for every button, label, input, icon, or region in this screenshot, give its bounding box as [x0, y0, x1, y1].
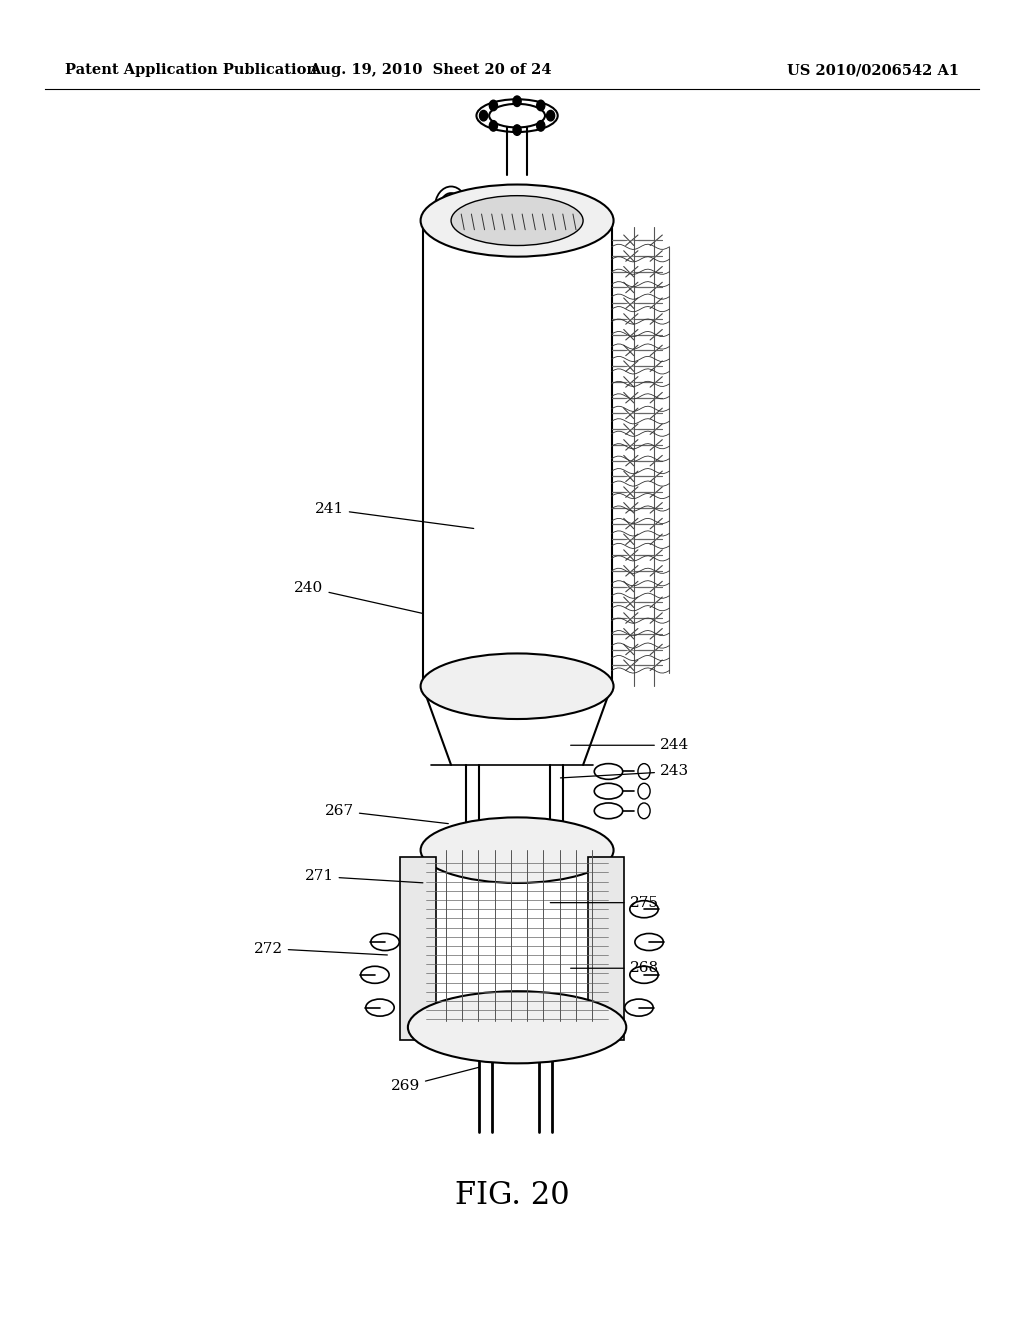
- Ellipse shape: [594, 803, 623, 818]
- Ellipse shape: [371, 933, 399, 950]
- Ellipse shape: [421, 817, 613, 883]
- Ellipse shape: [408, 991, 627, 1064]
- Ellipse shape: [440, 193, 462, 222]
- Text: 271: 271: [304, 870, 423, 883]
- Circle shape: [547, 111, 555, 121]
- Circle shape: [537, 120, 545, 131]
- Ellipse shape: [421, 185, 613, 256]
- Text: 268: 268: [570, 961, 658, 975]
- Text: Patent Application Publication: Patent Application Publication: [66, 63, 317, 77]
- FancyBboxPatch shape: [588, 857, 624, 1040]
- Ellipse shape: [635, 933, 664, 950]
- Circle shape: [489, 100, 498, 111]
- Circle shape: [479, 111, 487, 121]
- Text: 275: 275: [550, 896, 658, 909]
- Ellipse shape: [360, 966, 389, 983]
- Ellipse shape: [366, 999, 394, 1016]
- Circle shape: [513, 125, 521, 136]
- Ellipse shape: [638, 783, 650, 799]
- Ellipse shape: [625, 999, 653, 1016]
- Text: 241: 241: [314, 502, 474, 528]
- Ellipse shape: [421, 653, 613, 719]
- Text: 240: 240: [294, 581, 423, 614]
- Ellipse shape: [638, 764, 650, 779]
- Ellipse shape: [594, 783, 623, 799]
- Text: 243: 243: [560, 764, 689, 779]
- Text: Aug. 19, 2010  Sheet 20 of 24: Aug. 19, 2010 Sheet 20 of 24: [309, 63, 552, 77]
- Circle shape: [489, 120, 498, 131]
- Ellipse shape: [489, 104, 545, 128]
- Ellipse shape: [638, 803, 650, 818]
- Circle shape: [513, 96, 521, 107]
- Text: FIG. 20: FIG. 20: [455, 1180, 569, 1210]
- Text: 269: 269: [391, 1068, 479, 1093]
- FancyBboxPatch shape: [400, 857, 436, 1040]
- Ellipse shape: [594, 764, 623, 779]
- Ellipse shape: [630, 966, 658, 983]
- Text: 244: 244: [570, 738, 689, 752]
- Text: US 2010/0206542 A1: US 2010/0206542 A1: [786, 63, 958, 77]
- Text: 267: 267: [325, 804, 449, 824]
- Ellipse shape: [451, 195, 583, 246]
- Circle shape: [537, 100, 545, 111]
- Ellipse shape: [630, 900, 658, 917]
- Text: 272: 272: [254, 941, 387, 956]
